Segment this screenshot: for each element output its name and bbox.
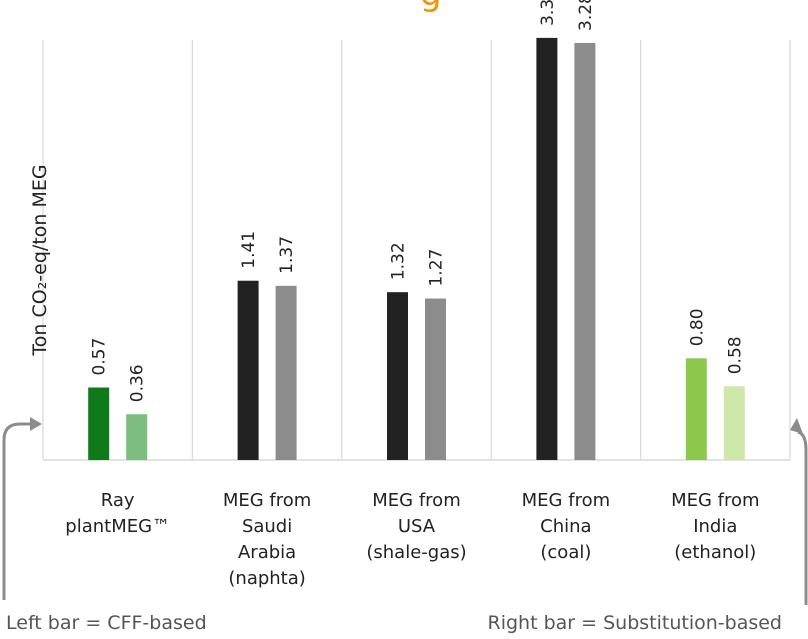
data-label: 0.80 bbox=[687, 308, 707, 346]
bar-left-0 bbox=[88, 387, 110, 460]
data-label: 1.41 bbox=[239, 231, 259, 269]
bar-right-4 bbox=[723, 386, 745, 460]
category-label: MEG from USA (shale-gas) bbox=[366, 490, 467, 563]
y-axis-label: Ton CO₂-eq/ton MEG bbox=[29, 164, 51, 356]
data-label: 3.32 bbox=[538, 0, 558, 26]
data-label: 0.57 bbox=[90, 338, 110, 376]
bar-left-1 bbox=[237, 280, 259, 460]
left-arrowhead-icon bbox=[30, 417, 42, 431]
category-label: MEG from India (ethanol) bbox=[671, 490, 760, 563]
bar-left-3 bbox=[536, 37, 558, 461]
bar-left-2 bbox=[387, 292, 408, 460]
bar-right-3 bbox=[574, 42, 596, 460]
category-label: MEG from Saudi Arabia (naphta) bbox=[222, 490, 312, 589]
chart-title-fragment: g bbox=[420, 0, 442, 14]
data-label: 0.58 bbox=[725, 336, 745, 374]
grid-lines bbox=[42, 40, 791, 461]
data-label: 1.27 bbox=[427, 249, 447, 287]
right-arrow-icon bbox=[797, 430, 808, 605]
bars-group bbox=[88, 37, 745, 461]
data-label: 1.37 bbox=[277, 236, 297, 274]
category-label: MEG from China (coal) bbox=[521, 490, 611, 563]
bar-right-2 bbox=[425, 298, 446, 460]
category-label: Ray plantMEG™ bbox=[65, 490, 171, 537]
data-label: 1.32 bbox=[389, 242, 409, 280]
left-bar-note: Left bar = CFF-based bbox=[6, 612, 207, 634]
right-arrowhead-icon bbox=[790, 418, 803, 434]
right-bar-note: Right bar = Substitution-based bbox=[487, 612, 782, 634]
bar-right-1 bbox=[275, 285, 297, 460]
left-arrow-icon bbox=[2, 422, 30, 600]
data-label: 0.36 bbox=[128, 364, 148, 402]
annotation-arrows bbox=[2, 417, 808, 605]
bar-left-4 bbox=[685, 358, 707, 460]
bar-right-0 bbox=[126, 414, 148, 460]
data-labels-group: 0.57 1.41 1.32 3.32 0.80 0.36 1.37 1.27 3.28 0.58 bbox=[90, 0, 746, 402]
data-label: 3.28 bbox=[576, 0, 596, 31]
